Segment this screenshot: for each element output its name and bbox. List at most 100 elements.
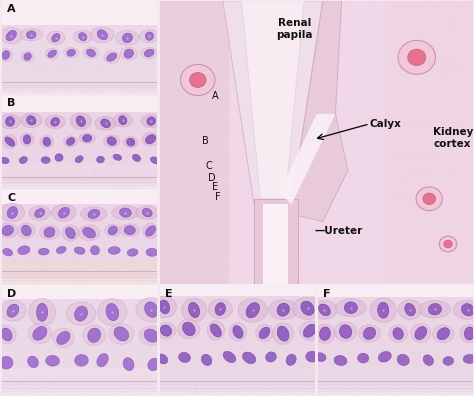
Ellipse shape: [64, 136, 78, 147]
Point: [117, 211, 124, 217]
Point: [37, 202, 45, 208]
Point: [447, 50, 454, 56]
Point: [9, 270, 17, 277]
Point: [460, 391, 467, 396]
Point: [381, 105, 388, 111]
Point: [456, 386, 463, 392]
Point: [233, 31, 241, 37]
Point: [3, 31, 11, 38]
Point: [93, 342, 101, 348]
Point: [315, 197, 323, 204]
Point: [58, 306, 65, 312]
Point: [339, 190, 346, 197]
Point: [207, 162, 215, 168]
Point: [88, 328, 96, 335]
Point: [85, 83, 93, 89]
Point: [6, 141, 14, 148]
Point: [19, 388, 27, 394]
Point: [75, 53, 83, 59]
Point: [148, 84, 156, 90]
Point: [110, 51, 118, 57]
Point: [94, 374, 102, 381]
Point: [237, 28, 245, 34]
Point: [18, 242, 25, 249]
Point: [292, 251, 300, 257]
Point: [91, 26, 99, 32]
Point: [346, 8, 353, 14]
Point: [112, 56, 119, 63]
Point: [149, 49, 157, 55]
Point: [45, 63, 53, 69]
Point: [441, 75, 449, 82]
Point: [95, 277, 103, 283]
Point: [94, 127, 102, 133]
Point: [70, 272, 77, 278]
Point: [217, 377, 225, 383]
Bar: [264, 204, 289, 284]
Point: [241, 141, 248, 147]
Point: [450, 61, 457, 67]
Point: [95, 89, 103, 96]
Point: [230, 53, 238, 59]
Point: [119, 237, 127, 243]
Point: [154, 368, 161, 374]
Point: [11, 139, 18, 145]
Point: [283, 225, 291, 232]
Point: [93, 243, 100, 249]
Point: [201, 366, 209, 372]
Point: [292, 337, 299, 344]
Point: [10, 375, 18, 382]
Point: [237, 172, 245, 179]
Point: [55, 332, 63, 339]
Point: [90, 183, 97, 189]
Point: [252, 219, 260, 225]
Point: [265, 6, 273, 13]
Point: [237, 2, 245, 8]
Point: [263, 52, 270, 58]
Point: [236, 131, 243, 137]
Ellipse shape: [238, 298, 267, 322]
Point: [58, 38, 66, 45]
Point: [341, 257, 348, 264]
Point: [228, 320, 236, 326]
Point: [74, 359, 82, 366]
Point: [219, 104, 227, 110]
Point: [203, 146, 211, 152]
Point: [131, 46, 139, 52]
Point: [247, 0, 255, 7]
Point: [135, 265, 142, 272]
Point: [262, 142, 269, 148]
Point: [256, 381, 264, 387]
Point: [342, 329, 350, 335]
Point: [74, 257, 82, 264]
Point: [148, 202, 156, 208]
Point: [55, 179, 62, 185]
Point: [55, 69, 62, 75]
Point: [277, 186, 285, 192]
Point: [59, 378, 67, 385]
Point: [288, 372, 296, 378]
Point: [152, 325, 159, 331]
Point: [291, 359, 299, 366]
Point: [138, 255, 146, 261]
Point: [13, 151, 21, 157]
Point: [153, 371, 160, 377]
Point: [166, 44, 173, 50]
Point: [164, 96, 171, 102]
Point: [318, 92, 326, 99]
Point: [122, 372, 130, 378]
Point: [393, 184, 401, 190]
Point: [451, 136, 458, 143]
Point: [320, 336, 328, 342]
Point: [277, 276, 285, 283]
Point: [19, 87, 27, 93]
Point: [201, 319, 208, 325]
Point: [227, 251, 235, 258]
Point: [137, 390, 144, 396]
Point: [45, 110, 52, 117]
Point: [130, 119, 137, 125]
Point: [108, 31, 115, 37]
Point: [49, 221, 56, 227]
Point: [462, 187, 470, 194]
Point: [310, 50, 318, 56]
